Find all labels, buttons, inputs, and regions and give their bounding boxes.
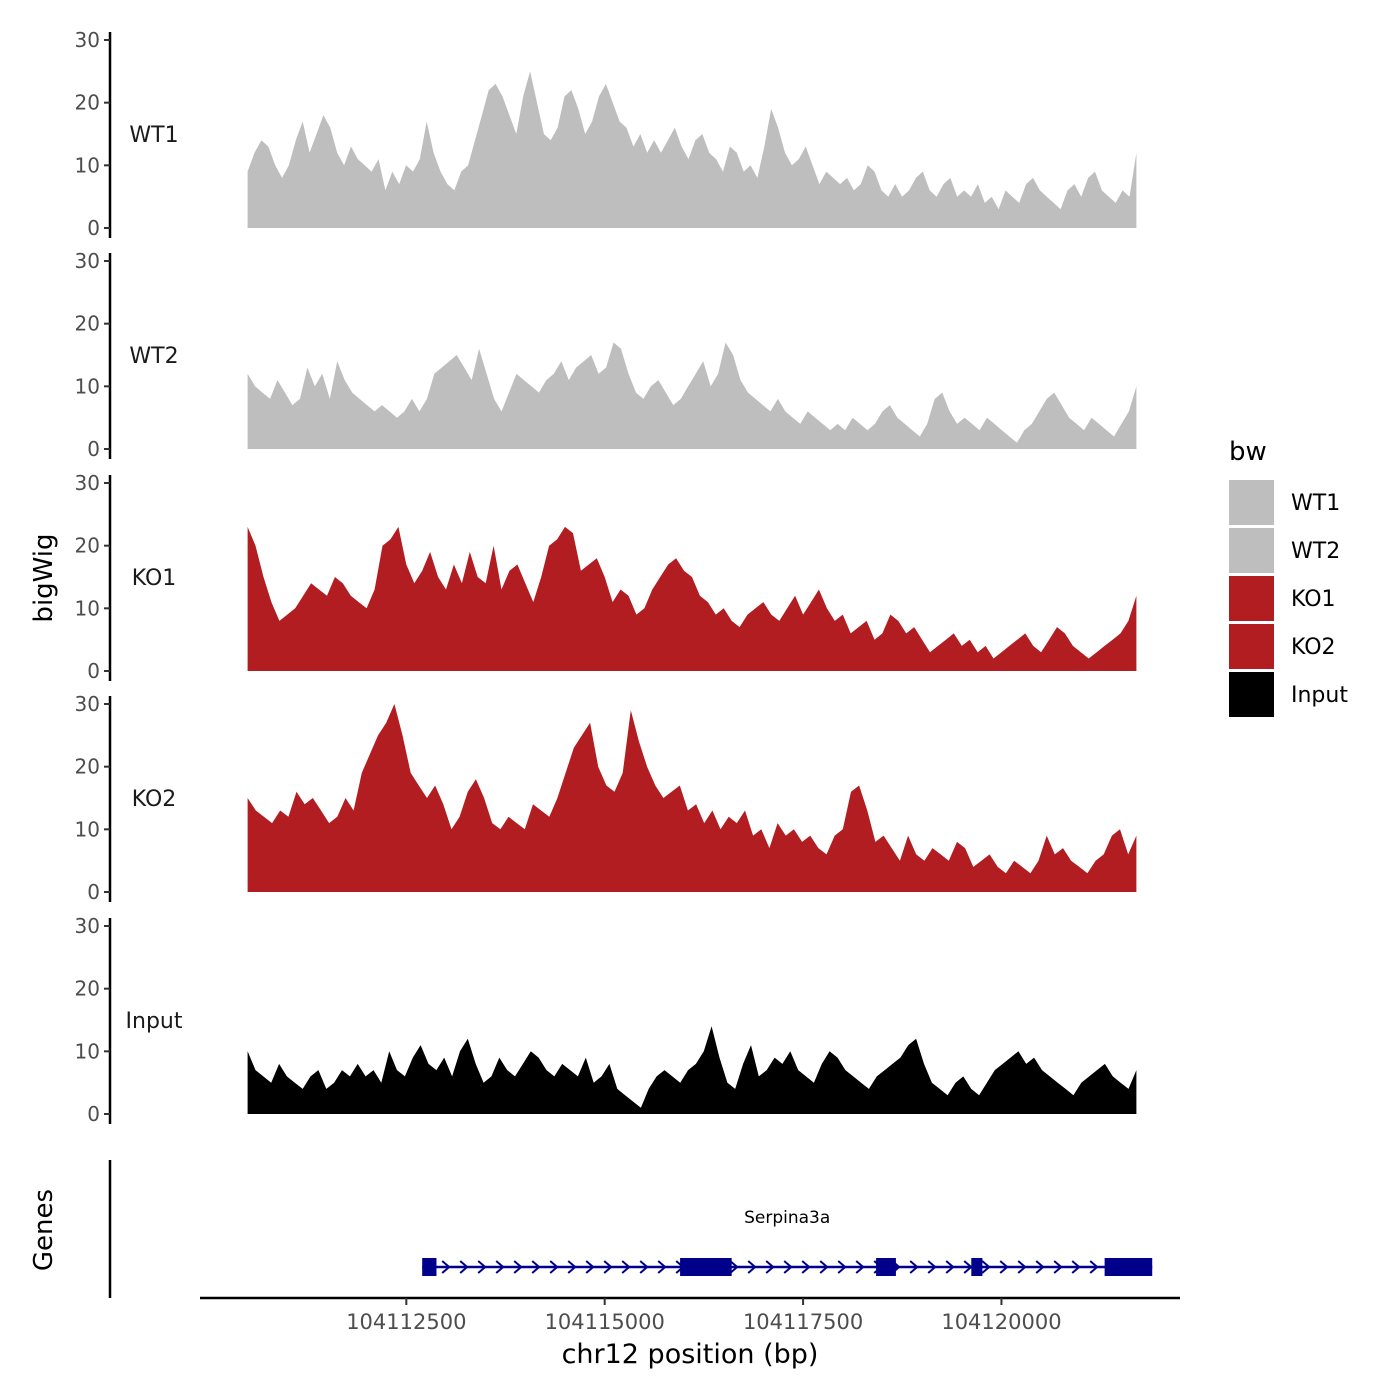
- y-tick-label: 0: [87, 880, 100, 904]
- strand-arrow: [747, 1260, 757, 1274]
- genes-track: Serpina3a: [108, 1160, 1153, 1298]
- legend-label-wt1: WT1: [1291, 491, 1340, 516]
- strand-arrow: [603, 1260, 613, 1274]
- track-label-wt2: WT2: [129, 344, 178, 369]
- x-tick-label: 104120000: [941, 1310, 1061, 1334]
- track-label-input: Input: [126, 1009, 183, 1034]
- strand-arrow: [1053, 1260, 1063, 1274]
- legend-label-ko2: KO2: [1291, 635, 1336, 660]
- coverage-area-ko1: [247, 526, 1137, 671]
- strand-arrow: [495, 1260, 505, 1274]
- legend-label-ko1: KO1: [1291, 587, 1336, 612]
- y-tick-label: 30: [75, 471, 100, 495]
- x-tick-label: 104112500: [346, 1310, 466, 1334]
- y-tick-label: 0: [87, 437, 100, 461]
- legend-label-input: Input: [1291, 683, 1348, 708]
- coverage-area-wt2: [247, 342, 1137, 449]
- strand-arrow: [531, 1260, 541, 1274]
- panel-ko1: 0 10 20 30 KO1: [75, 471, 1137, 683]
- strand-arrow: [837, 1260, 847, 1274]
- strand-arrow: [729, 1260, 739, 1274]
- y-tick-label: 20: [75, 534, 100, 558]
- strand-arrow: [819, 1260, 829, 1274]
- legend: bw WT1 WT2 KO1 KO2 Input: [1229, 437, 1348, 717]
- legend-swatch-wt2: [1229, 528, 1274, 573]
- panel-input: 0 10 20 30 Input: [75, 914, 1137, 1126]
- strand-arrow: [855, 1260, 865, 1274]
- strand-arrow: [1035, 1260, 1045, 1274]
- panel-wt2: 0 10 20 30 WT2: [75, 249, 1137, 461]
- coverage-panels: 0 10 20 30 WT1 0 10 20 30 WT2 0 10 20 30 KO1 0 10 20 30 KO2…: [75, 28, 1137, 1126]
- strand-arrow: [549, 1260, 559, 1274]
- y-tick-label: 10: [75, 374, 100, 398]
- strand-arrow: [657, 1260, 667, 1274]
- gene-exon: [680, 1258, 732, 1276]
- strand-arrow: [945, 1260, 955, 1274]
- y-tick-label: 30: [75, 28, 100, 52]
- strand-arrow: [783, 1260, 793, 1274]
- strand-arrow: [567, 1260, 577, 1274]
- strand-arrow: [765, 1260, 775, 1274]
- y-tick-label: 20: [75, 977, 100, 1001]
- y-tick-label: 0: [87, 216, 100, 240]
- strand-arrow: [981, 1260, 991, 1274]
- y-tick-label: 10: [75, 817, 100, 841]
- gene-exon: [422, 1258, 437, 1276]
- x-axis: 104112500 104115000 104117500 104120000: [200, 1296, 1180, 1334]
- strand-arrow: [927, 1260, 937, 1274]
- legend-swatch-wt1: [1229, 480, 1274, 525]
- strand-arrow: [999, 1260, 1009, 1274]
- strand-arrow: [477, 1260, 487, 1274]
- strand-arrow: [639, 1260, 649, 1274]
- gene-exon: [971, 1258, 983, 1276]
- y-tick-label: 10: [75, 596, 100, 620]
- panel-ko2: 0 10 20 30 KO2: [75, 692, 1137, 904]
- legend-label-wt2: WT2: [1291, 539, 1340, 564]
- strand-arrow: [963, 1260, 973, 1274]
- strand-arrow: [1089, 1260, 1099, 1274]
- legend-swatch-ko1: [1229, 576, 1274, 621]
- y-tick-label: 20: [75, 91, 100, 115]
- x-tick-label: 104115000: [545, 1310, 665, 1334]
- y-tick-label: 30: [75, 249, 100, 273]
- strand-arrow: [459, 1260, 469, 1274]
- legend-swatch-ko2: [1229, 624, 1274, 669]
- strand-arrow: [909, 1260, 919, 1274]
- coverage-area-wt1: [247, 71, 1137, 228]
- track-label-ko2: KO2: [132, 787, 177, 812]
- strand-arrow: [1071, 1260, 1081, 1274]
- gene-name-label: Serpina3a: [744, 1208, 830, 1228]
- y-axis-label: bigWig: [29, 533, 59, 622]
- x-tick-label: 104117500: [743, 1310, 863, 1334]
- legend-title: bw: [1229, 437, 1267, 467]
- y-tick-label: 10: [75, 153, 100, 177]
- y-tick-label: 10: [75, 1039, 100, 1063]
- legend-swatch-input: [1229, 672, 1274, 717]
- strand-arrow: [621, 1260, 631, 1274]
- y-tick-label: 0: [87, 659, 100, 683]
- track-label-wt1: WT1: [129, 123, 178, 148]
- strand-arrow: [513, 1260, 523, 1274]
- strand-arrow: [1017, 1260, 1027, 1274]
- gene-exon: [1104, 1258, 1153, 1276]
- panel-wt1: 0 10 20 30 WT1: [75, 28, 1137, 240]
- y-tick-label: 30: [75, 692, 100, 716]
- y-tick-label: 0: [87, 1102, 100, 1126]
- x-axis-label: chr12 position (bp): [562, 1339, 819, 1370]
- strand-arrow: [801, 1260, 811, 1274]
- gene-exon: [876, 1258, 896, 1276]
- coverage-area-input: [247, 1026, 1137, 1114]
- coverage-area-ko2: [247, 704, 1137, 892]
- strand-arrow: [585, 1260, 595, 1274]
- genes-track-label: Genes: [29, 1189, 59, 1271]
- y-tick-label: 30: [75, 914, 100, 938]
- y-tick-label: 20: [75, 312, 100, 336]
- y-tick-label: 20: [75, 755, 100, 779]
- track-label-ko1: KO1: [132, 566, 177, 591]
- strand-arrow: [441, 1260, 451, 1274]
